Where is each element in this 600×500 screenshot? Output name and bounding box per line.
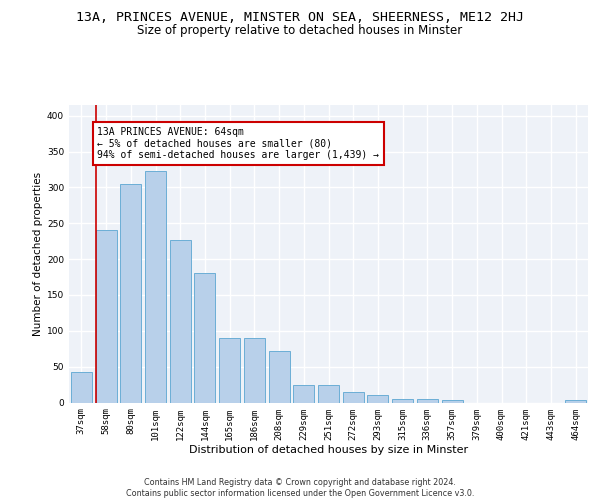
Y-axis label: Number of detached properties: Number of detached properties [33, 172, 43, 336]
Bar [145, 171, 166, 402]
Text: Size of property relative to detached houses in Minster: Size of property relative to detached ho… [137, 24, 463, 37]
Bar [392, 399, 413, 402]
Bar [170, 240, 191, 402]
Bar [318, 384, 339, 402]
Bar [417, 399, 438, 402]
Bar [565, 400, 586, 402]
Bar [442, 400, 463, 402]
Bar [71, 372, 92, 402]
Text: 13A PRINCES AVENUE: 64sqm
← 5% of detached houses are smaller (80)
94% of semi-d: 13A PRINCES AVENUE: 64sqm ← 5% of detach… [97, 126, 379, 160]
Bar [343, 392, 364, 402]
Text: Contains HM Land Registry data © Crown copyright and database right 2024.
Contai: Contains HM Land Registry data © Crown c… [126, 478, 474, 498]
Bar [120, 184, 141, 402]
Bar [367, 396, 388, 402]
Bar [293, 384, 314, 402]
Bar [269, 351, 290, 403]
Bar [95, 230, 116, 402]
Bar [194, 274, 215, 402]
Bar [219, 338, 240, 402]
Text: 13A, PRINCES AVENUE, MINSTER ON SEA, SHEERNESS, ME12 2HJ: 13A, PRINCES AVENUE, MINSTER ON SEA, SHE… [76, 11, 524, 24]
Bar [244, 338, 265, 402]
X-axis label: Distribution of detached houses by size in Minster: Distribution of detached houses by size … [189, 445, 468, 455]
